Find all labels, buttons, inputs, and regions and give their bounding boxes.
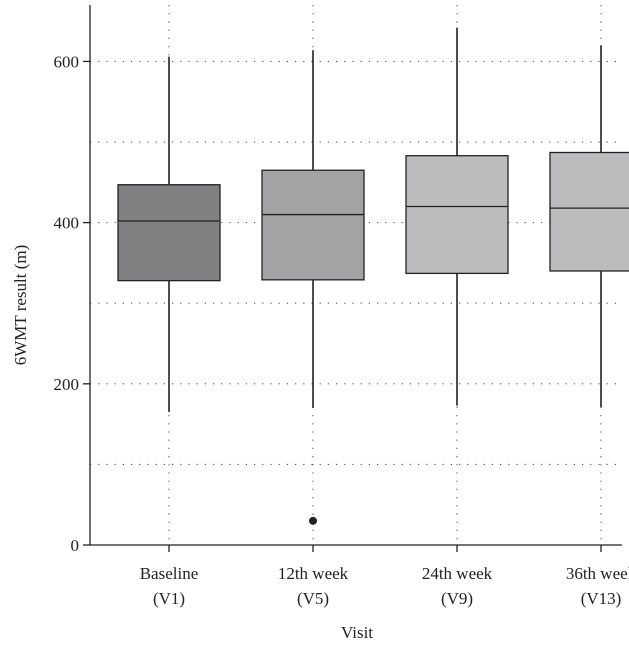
y-tick-label: 0 [71,536,80,555]
x-tick-label-line2: (V9) [441,589,473,608]
y-tick-label: 400 [54,214,80,233]
x-tick-label-line1: 24th week [422,564,493,583]
y-tick-label: 200 [54,375,80,394]
x-tick-label-line1: Baseline [140,564,199,583]
box-series [117,27,629,525]
axes [89,5,622,546]
box-3 [405,27,509,406]
x-tick-label-line1: 36th week [566,564,629,583]
x-tick-label-line2: (V13) [581,589,622,608]
iqr-box [549,151,629,272]
y-tick-label: 600 [54,52,80,71]
x-axis-categories: Baseline (V1) 12th week (V5) 24th week (V9) 36… [140,545,629,608]
iqr-box [405,155,509,275]
box-2 [261,50,365,525]
x-tick-label-line1: 12th week [278,564,349,583]
x-axis-title: Visit [341,623,373,642]
box-4 [549,45,629,408]
iqr-box [261,169,365,281]
grid-lines [90,5,622,545]
box-1 [117,56,221,413]
x-tick-label-line2: (V1) [153,589,185,608]
iqr-box [117,184,221,282]
outlier-point [309,516,317,525]
y-axis-title: 6WMT result (m) [11,245,30,366]
y-axis-ticks: 0 200 400 600 [54,52,90,555]
x-tick-label-line2: (V5) [297,589,329,608]
